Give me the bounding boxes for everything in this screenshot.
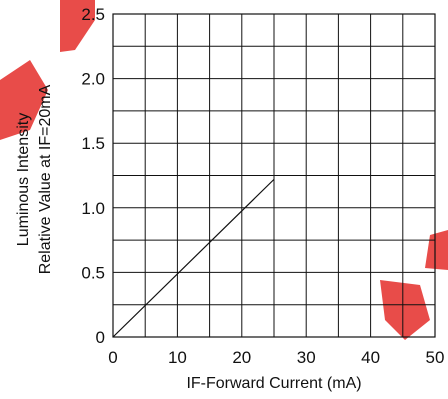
y-tick-label: 1.5 xyxy=(81,134,105,153)
watermark-shape-top xyxy=(60,0,95,52)
y-tick-label: 2.0 xyxy=(81,70,105,89)
x-axis-label: IF-Forward Current (mA) xyxy=(186,375,361,392)
y-tick-label: 1.0 xyxy=(81,199,105,218)
y-tick-labels: 0 0.5 1.0 1.5 2.0 2.5 xyxy=(81,5,105,347)
watermark-group xyxy=(0,0,448,340)
watermark-shape-right xyxy=(425,230,448,270)
x-tick-label: 10 xyxy=(168,348,187,367)
watermark-shape-left xyxy=(0,60,48,140)
y-tick-label: 2.5 xyxy=(81,5,105,24)
x-tick-label: 50 xyxy=(426,348,445,367)
y-tick-label: 0.5 xyxy=(81,263,105,282)
x-tick-label: 20 xyxy=(232,348,251,367)
y-axis-label-line: Luminous Intensity xyxy=(15,113,32,246)
plot-frame xyxy=(112,13,436,338)
y-tick-label: 0 xyxy=(96,328,105,347)
x-tick-labels: 0 10 20 30 40 50 xyxy=(108,348,444,367)
x-tick-label: 40 xyxy=(361,348,380,367)
x-tick-label: 30 xyxy=(297,348,316,367)
watermark-shape-bottom-right xyxy=(380,280,430,340)
y-axis-label: Luminous Intensity Relative Value at IF=2… xyxy=(15,84,54,274)
y-axis-label-line: Relative Value at IF=20mA xyxy=(37,84,54,274)
x-tick-label: 0 xyxy=(108,348,117,367)
series-group xyxy=(112,178,275,338)
series-line-0 xyxy=(112,178,275,338)
